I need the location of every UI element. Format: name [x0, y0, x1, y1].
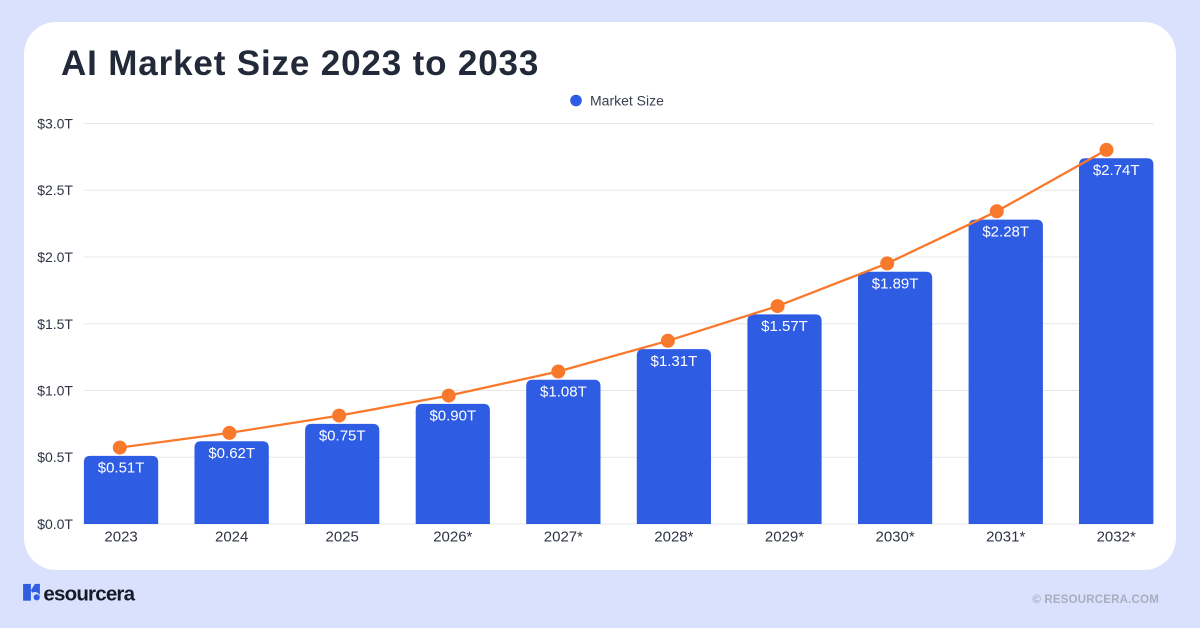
svg-text:$2.28T: $2.28T: [982, 223, 1029, 240]
svg-text:2028*: 2028*: [654, 528, 693, 545]
svg-text:2023: 2023: [104, 528, 137, 545]
svg-text:© RESOURCERA.COM: © RESOURCERA.COM: [1032, 594, 1159, 606]
svg-text:AI Market Size 2023 to 2033: AI Market Size 2023 to 2033: [61, 44, 539, 83]
svg-text:Market Size: Market Size: [590, 92, 664, 108]
svg-text:2031*: 2031*: [986, 528, 1025, 545]
svg-text:$0.90T: $0.90T: [429, 408, 476, 425]
svg-text:$0.5T: $0.5T: [37, 449, 73, 465]
svg-text:$0.51T: $0.51T: [98, 460, 145, 477]
svg-text:$3.0T: $3.0T: [37, 116, 73, 132]
svg-text:$1.0T: $1.0T: [37, 383, 73, 399]
svg-text:$2.5T: $2.5T: [37, 182, 73, 198]
svg-text:$0.62T: $0.62T: [208, 445, 255, 462]
svg-text:$2.74T: $2.74T: [1093, 162, 1140, 179]
svg-text:2024: 2024: [215, 528, 248, 545]
svg-text:2027*: 2027*: [544, 528, 583, 545]
svg-text:esourcera: esourcera: [43, 583, 135, 606]
svg-text:$1.89T: $1.89T: [872, 276, 919, 293]
svg-text:$2.0T: $2.0T: [37, 249, 73, 265]
svg-text:$1.57T: $1.57T: [761, 318, 808, 335]
svg-text:$1.5T: $1.5T: [37, 316, 73, 332]
svg-text:$1.08T: $1.08T: [540, 384, 587, 401]
svg-text:2032*: 2032*: [1097, 528, 1136, 545]
svg-text:2029*: 2029*: [765, 528, 804, 545]
svg-text:$0.0T: $0.0T: [37, 516, 73, 532]
svg-text:$0.75T: $0.75T: [319, 428, 366, 445]
svg-text:2030*: 2030*: [875, 528, 914, 545]
svg-text:2025: 2025: [326, 528, 359, 545]
svg-text:2026*: 2026*: [433, 528, 472, 545]
svg-text:$1.31T: $1.31T: [651, 353, 698, 370]
